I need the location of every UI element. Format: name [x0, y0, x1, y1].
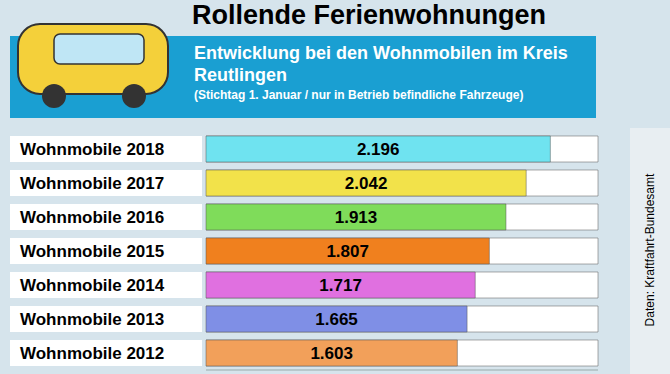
svg-text:Wohnmobile 2012: Wohnmobile 2012 — [20, 344, 164, 363]
svg-text:1.913: 1.913 — [335, 208, 378, 227]
svg-text:Wohnmobile 2013: Wohnmobile 2013 — [20, 310, 164, 329]
svg-text:1.807: 1.807 — [326, 242, 369, 261]
svg-text:2.042: 2.042 — [345, 174, 388, 193]
svg-text:Wohnmobile 2015: Wohnmobile 2015 — [20, 242, 164, 261]
html-text:Daten: Kraftfahrt-Bundesamt: Daten: Kraftfahrt-Bundesamt — [643, 173, 657, 327]
svg-text:Wohnmobile 2017: Wohnmobile 2017 — [20, 174, 164, 193]
svg-text:1.717: 1.717 — [319, 276, 362, 295]
svg-text:Wohnmobile 2016: Wohnmobile 2016 — [20, 208, 164, 227]
svg-text:1.665: 1.665 — [315, 310, 358, 329]
svg-text:1.603: 1.603 — [310, 344, 353, 363]
html-text:(Stichtag 1. Januar / nur in B: (Stichtag 1. Januar / nur in Betrieb bef… — [194, 88, 524, 102]
svg-text:Wohnmobile 2014: Wohnmobile 2014 — [20, 276, 165, 295]
html-text:Entwicklung bei den Wohnmobile: Entwicklung bei den Wohnmobilen im Kreis… — [194, 43, 568, 85]
html-text:Rollende Ferienwohnungen: Rollende Ferienwohnungen — [192, 0, 546, 30]
svg-text:2.196: 2.196 — [357, 140, 400, 159]
svg-text:Wohnmobile 2018: Wohnmobile 2018 — [20, 140, 164, 159]
